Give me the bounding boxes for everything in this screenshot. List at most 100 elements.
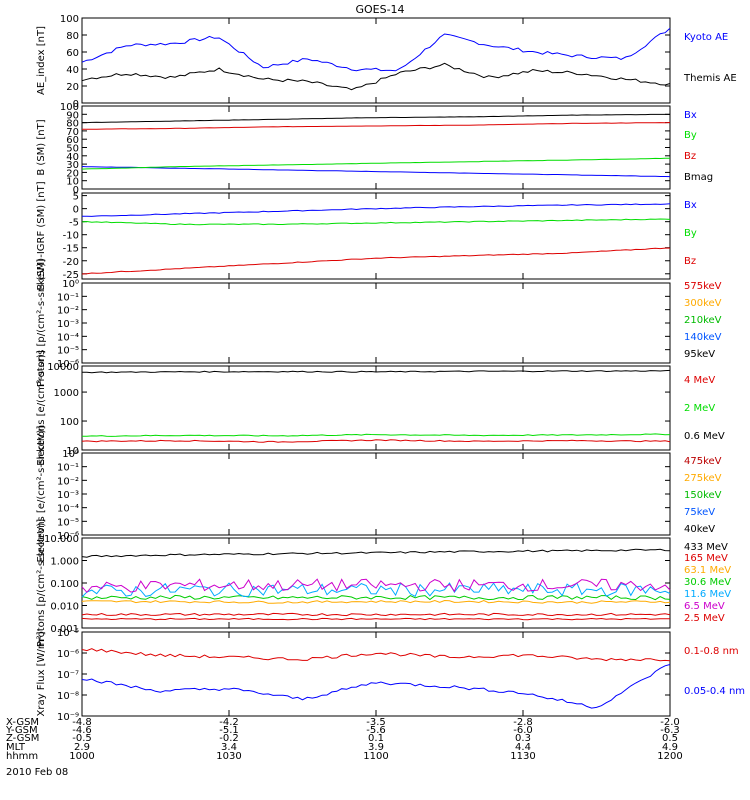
ylabel: Xray Flux [W/m²] — [36, 631, 47, 716]
ephemeris-row-label: Y-GSM — [5, 725, 38, 736]
ytick-label: 90 — [66, 110, 79, 121]
series-line-Themis-AE — [81, 62, 671, 91]
series-line-Kyoto-AE — [81, 27, 671, 72]
ephemeris-value: 4.9 — [662, 742, 678, 753]
ytick-label: 10 — [66, 177, 79, 188]
legend-item: 4 MeV — [684, 375, 715, 386]
ytick-label: -25 — [63, 270, 79, 281]
ephemeris-value: -0.5 — [72, 733, 92, 744]
legend-item: 40keV — [684, 524, 715, 535]
legend-item: 165 MeV — [684, 553, 728, 564]
ytick-label: 10⁻² — [57, 306, 79, 317]
ytick-label: 100 — [60, 417, 79, 428]
legend-item: 63.1 MeV — [684, 565, 731, 576]
legend-item: 75keV — [684, 507, 715, 518]
legend-item: 433 MeV — [684, 542, 728, 553]
legend-item: 140keV — [684, 332, 722, 343]
ytick-label: 40 — [66, 65, 79, 76]
legend-item: 11.6 MeV — [684, 589, 731, 600]
ytick-label: 40 — [66, 152, 79, 163]
ytick-label: 0.001 — [50, 624, 79, 635]
ytick-label: 100 — [60, 102, 79, 113]
legend-item: Bz — [684, 256, 696, 267]
ytick-label: 10⁻³ — [57, 490, 79, 501]
series-line-0-6-MeV — [82, 369, 671, 374]
series-line-2-MeV — [82, 433, 671, 437]
date-label: 2010 Feb 08 — [6, 767, 68, 778]
ytick-label: 10⁰ — [62, 449, 79, 460]
ytick-label: 1.000 — [50, 557, 79, 568]
ephemeris-value: -6.0 — [513, 725, 533, 736]
panel-frame — [81, 452, 671, 536]
ytick-label: 10⁰ — [62, 279, 79, 290]
ephemeris-value: -4.2 — [219, 717, 239, 728]
ephemeris-row-label: hhmm — [6, 751, 38, 762]
ephemeris-value: 1030 — [216, 751, 241, 762]
legend-item: Bz — [684, 151, 696, 162]
legend-item: 300keV — [684, 298, 722, 309]
legend-item: 0.6 MeV — [684, 431, 725, 442]
ytick-label: 5 — [73, 192, 79, 203]
ytick-label: 10⁻¹ — [57, 463, 79, 474]
ephemeris-row-label: Z-GSM — [6, 733, 39, 744]
ephemeris-value: 1100 — [363, 751, 388, 762]
panel-frame — [81, 17, 671, 104]
ytick-label: 10⁻⁴ — [57, 332, 79, 343]
ephemeris-value: -2.0 — [660, 717, 680, 728]
ephemeris-value: 2.9 — [74, 742, 90, 753]
ytick-label: 60 — [66, 135, 79, 146]
legend-item: Bx — [684, 110, 697, 121]
series-line-By — [81, 218, 671, 226]
ytick-label: 10⁻⁵ — [57, 517, 79, 528]
legend-item: 30.6 MeV — [684, 577, 731, 588]
series-line-Bx — [81, 166, 671, 178]
ytick-label: 20 — [66, 168, 79, 179]
panel-3: 10⁻⁶ 10⁻⁵ 10⁻⁴ 10⁻³ 10⁻² 10⁻¹ 10⁰ Protons [p/(c… — [36, 259, 671, 387]
ephemeris-value: -3.5 — [366, 717, 386, 728]
legend-item: 575keV — [684, 281, 722, 292]
ytick-label: 10 — [66, 446, 79, 457]
ylabel: Protons [p/(cm²-s-sr-keV)] — [36, 259, 47, 387]
ytick-label: 30 — [66, 160, 79, 171]
ytick-label: -20 — [63, 257, 79, 268]
ytick-label: 60 — [66, 48, 79, 59]
ytick-label: 10⁻¹ — [57, 292, 79, 303]
legend-item: Kyoto AE — [684, 32, 728, 43]
ytick-label: 10⁻⁸ — [57, 691, 79, 702]
panel-5: 10⁻⁶ 10⁻⁵ 10⁻⁴ 10⁻³ 10⁻² 10⁻¹ 10⁰ Electrons [e/… — [36, 425, 671, 562]
series-line-11-6-MeV — [81, 582, 671, 598]
ytick-label: 10000 — [47, 362, 79, 373]
ytick-label: -15 — [63, 244, 79, 255]
ytick-label: 0 — [73, 185, 79, 196]
ytick-label: 10⁻⁵ — [57, 346, 79, 357]
ylabel: Electrons [e/(cm²-s-sr)] — [36, 350, 47, 466]
ephemeris-value: -4.6 — [72, 725, 92, 736]
ephemeris-value: 0.5 — [662, 733, 678, 744]
ytick-label: 0.010 — [50, 602, 79, 613]
legend-item: 0.05-0.4 nm — [684, 686, 745, 697]
ytick-label: 0 — [73, 99, 79, 110]
ytick-label: 10⁻⁴ — [57, 504, 79, 515]
ephemeris-value: 0.3 — [515, 733, 531, 744]
ytick-label: 80 — [66, 119, 79, 130]
series-line-165-MeV — [81, 612, 671, 617]
series-line-Bx — [81, 203, 671, 217]
ytick-label: 50 — [66, 144, 79, 155]
panel-frame — [81, 192, 671, 280]
series-line-By — [81, 157, 671, 170]
ytick-label: 10⁻⁵ — [57, 628, 79, 639]
legend-item: Bx — [684, 200, 697, 211]
series-line-0-05-0-4-nm — [81, 664, 671, 709]
legend-item: 95keV — [684, 349, 715, 360]
ytick-label: 0 — [73, 205, 79, 216]
ylabel: Electrons [e/(cm²-s-sr-keV)] — [36, 425, 47, 562]
ephemeris-value: -5.1 — [219, 725, 239, 736]
legends-group: Kyoto AE Themis AE Bx By Bz Bmag Bx By Bz 575keV 3… — [683, 32, 745, 697]
series-line-0-1-0-8-nm — [81, 648, 671, 662]
series-line-30-6-MeV — [81, 594, 671, 601]
series-line-Bz — [81, 247, 670, 275]
legend-item: 275keV — [684, 473, 722, 484]
